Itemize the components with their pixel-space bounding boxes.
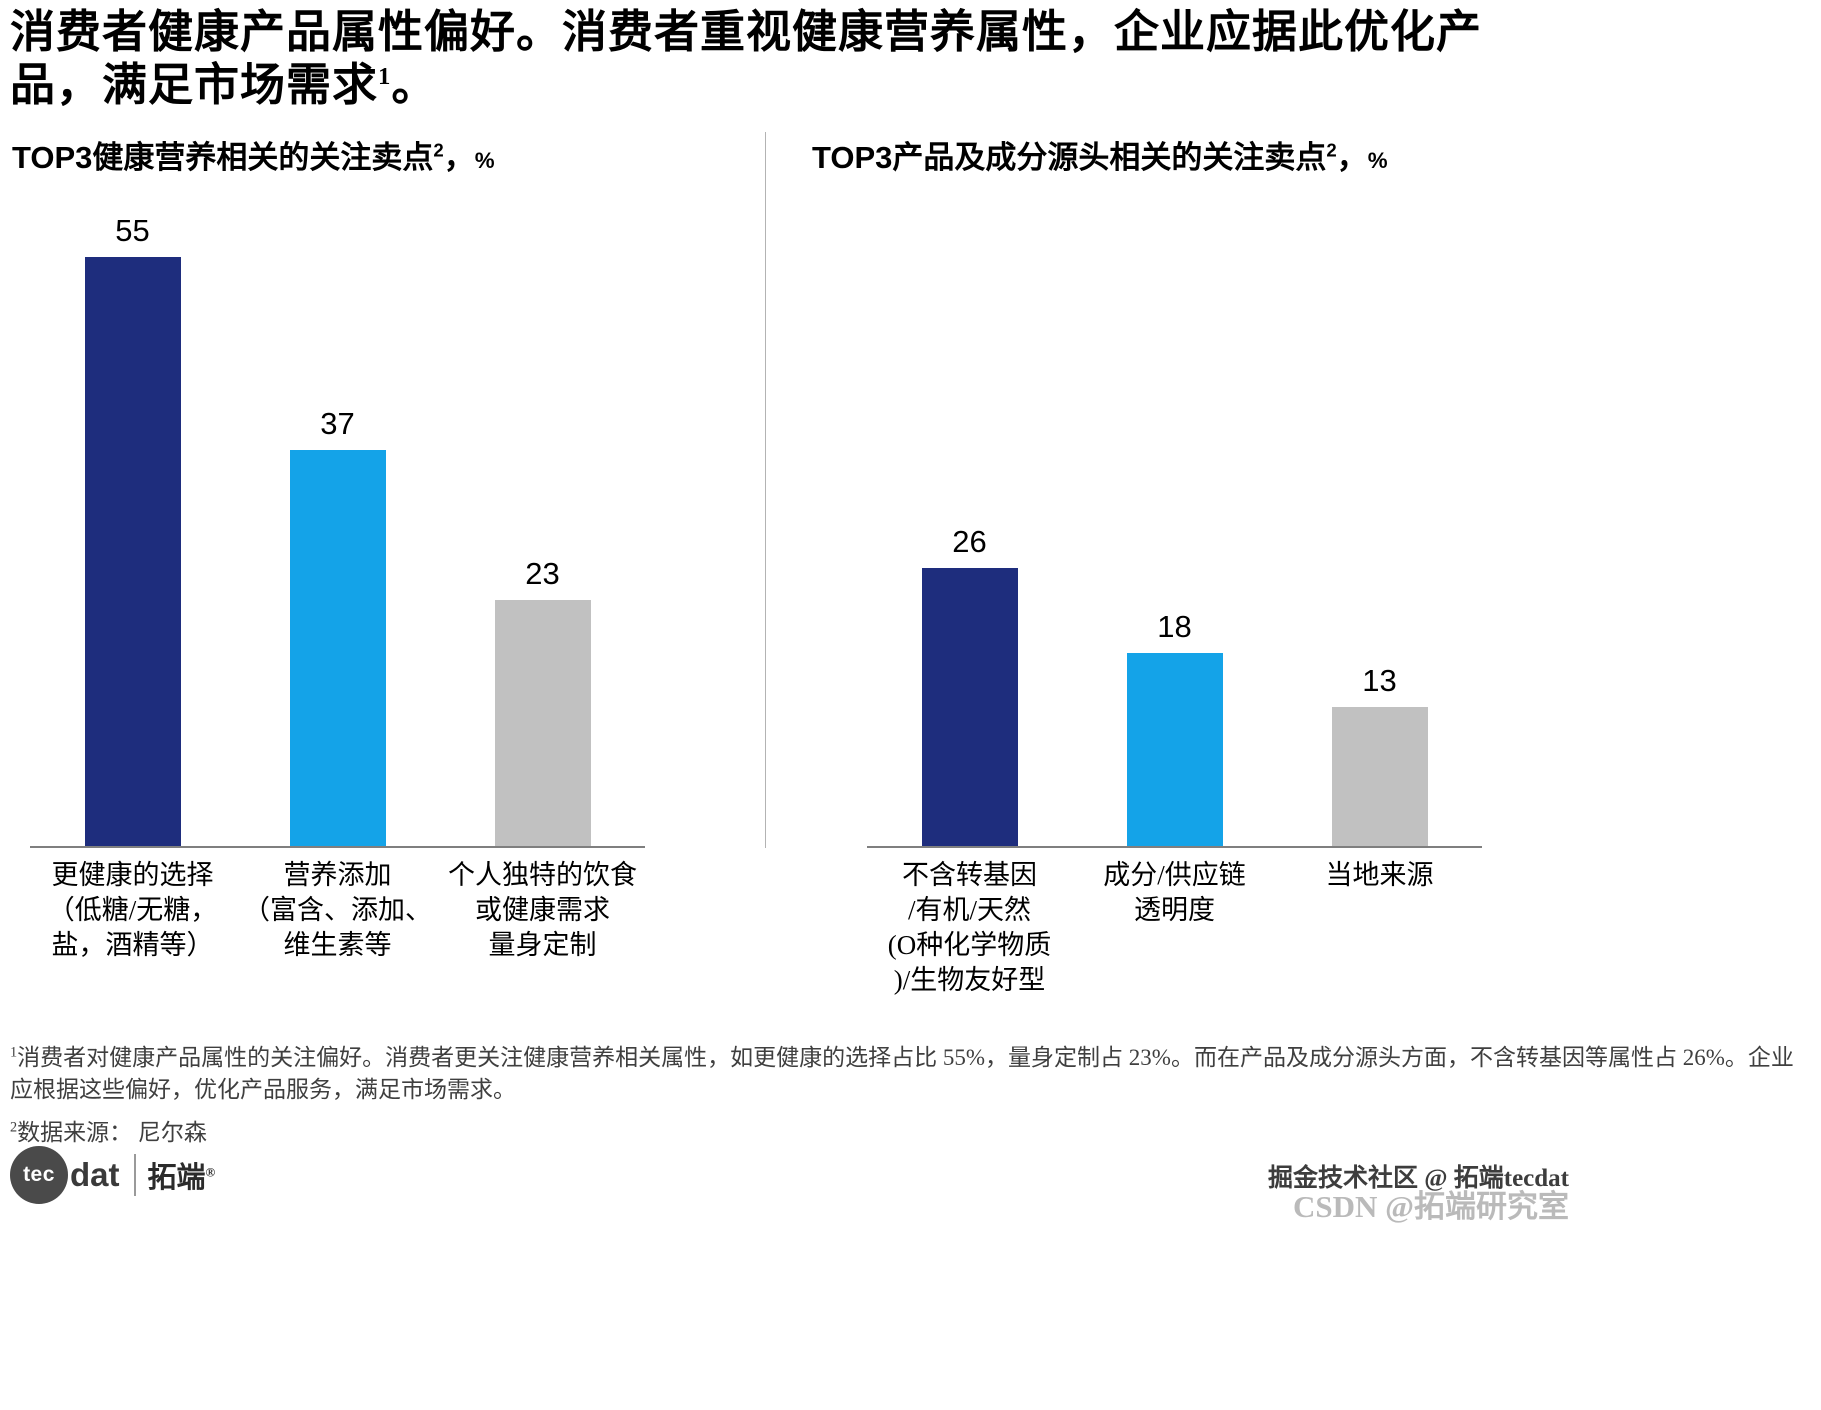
bar [1331, 707, 1428, 846]
bar-group: 18 [1072, 609, 1277, 846]
bar-value-label: 23 [525, 556, 560, 591]
bar [921, 568, 1018, 846]
bar-value-label: 18 [1157, 609, 1192, 644]
bar-value-label: 55 [115, 213, 150, 248]
footnote-2: 2数据来源： 尼尔森 [10, 1117, 1810, 1149]
chart-title-comma: ， [443, 140, 475, 175]
category-label: 成分/供应链 透明度 [1103, 860, 1246, 926]
bar-group: 13 [1277, 663, 1482, 846]
category-label: 不含转基因/有机/天然 (O种化学物质)/生物友好型 [887, 860, 1052, 996]
bar-group: 23 [440, 556, 645, 846]
page-title-superscript: 1 [378, 63, 392, 91]
footnote-1-superscript: 1 [10, 1044, 18, 1061]
bar-value-label: 37 [320, 406, 355, 441]
footnotes: 1消费者对健康产品属性的关注偏好。消费者更关注健康营养相关属性，如更健康的选择占… [10, 1042, 1810, 1149]
footnote-2-text: 数据来源： 尼尔森 [17, 1120, 207, 1146]
registered-mark-icon: ® [205, 1164, 216, 1180]
bar-group: 55 [30, 213, 235, 846]
tecdat-logo-circle: tec [10, 1146, 68, 1204]
bar-plot: 55 37 23 [30, 203, 645, 848]
chart-unit-label: % [1367, 148, 1388, 173]
tecdat-logo: tec dat 拓端® [10, 1146, 215, 1204]
footnote-2-superscript: 2 [10, 1119, 18, 1136]
chart-product-source: TOP3产品及成分源头相关的关注卖点2，% 26 18 13 不含转基因/有机/天然… [812, 132, 1557, 998]
chart-divider [765, 132, 766, 848]
bar [1126, 653, 1223, 846]
bar-group: 37 [235, 406, 440, 846]
chart-title-text: TOP3产品及成分源头相关的关注卖点 [812, 140, 1327, 175]
category-label: 个人独特的饮食 或健康需求 量身定制 [448, 860, 637, 961]
page-title-text: 消费者健康产品属性偏好。消费者重视健康营养属性，企业应据此优化产品，满足市场需求 [10, 7, 1483, 111]
chart-unit-label: % [474, 148, 495, 173]
bar [494, 600, 591, 846]
bar-group: 26 [867, 524, 1072, 846]
category-label: 当地来源 [1325, 860, 1434, 890]
category-label: 更健康的选择 （低糖/无糖， 盐，酒精等） [47, 860, 218, 961]
bar [289, 450, 386, 846]
tecdat-logo-chinese-text: 拓端 [147, 1162, 206, 1194]
chart-title-superscript: 2 [433, 139, 444, 161]
logo-separator [133, 1154, 136, 1196]
category-labels: 更健康的选择 （低糖/无糖， 盐，酒精等） 营养添加 （富含、添加、 维生素等 个人独特的饮… [30, 858, 645, 963]
chart-title-comma: ， [1336, 140, 1368, 175]
page-title-suffix: 。 [391, 60, 438, 111]
category-labels: 不含转基因/有机/天然 (O种化学物质)/生物友好型 成分/供应链 透明度 当地来源 [867, 858, 1482, 998]
bar-value-label: 13 [1362, 663, 1397, 698]
tecdat-logo-chinese: 拓端® [148, 1154, 216, 1196]
footnote-1-text: 消费者对健康产品属性的关注偏好。消费者更关注健康营养相关属性，如更健康的选择占比… [10, 1045, 1794, 1102]
page-title: 消费者健康产品属性偏好。消费者重视健康营养属性，企业应据此优化产品，满足市场需求… [10, 6, 1540, 112]
bar [84, 257, 181, 846]
chart-title-superscript: 2 [1326, 139, 1337, 161]
bar-plot: 26 18 13 [867, 203, 1482, 848]
bar-value-label: 26 [952, 524, 987, 559]
watermark-juejin: 掘金技术社区 @ 拓端tecdat [1268, 1165, 1570, 1192]
chart-title-text: TOP3健康营养相关的关注卖点 [12, 140, 434, 175]
chart-title: TOP3健康营养相关的关注卖点2，% [12, 132, 712, 175]
footnote-1: 1消费者对健康产品属性的关注偏好。消费者更关注健康营养相关属性，如更健康的选择占… [10, 1042, 1810, 1105]
chart-title: TOP3产品及成分源头相关的关注卖点2，% [812, 132, 1557, 175]
tecdat-logo-text: dat [70, 1156, 120, 1193]
watermark-csdn: CSDN @拓端研究室 [1293, 1189, 1569, 1224]
chart-health-nutrition: TOP3健康营养相关的关注卖点2，% 55 37 23 更健康的选择 （低糖/无糖，盐… [12, 132, 712, 963]
category-label: 营养添加 （富含、添加、 维生素等 [243, 860, 432, 961]
